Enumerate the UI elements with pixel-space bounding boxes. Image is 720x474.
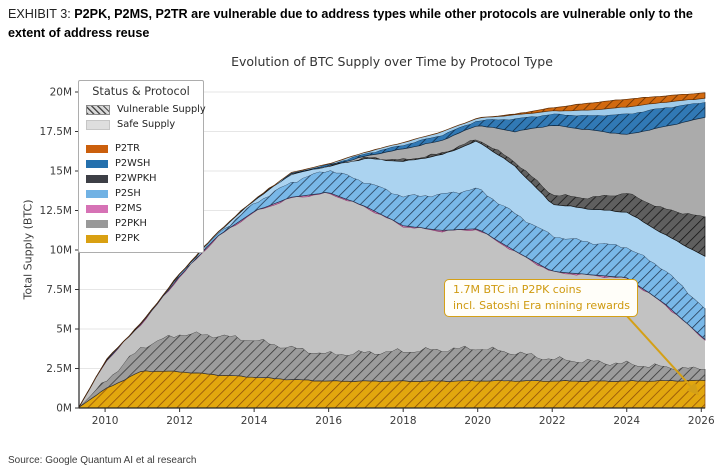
x-tick-label-2012: 2012 xyxy=(166,415,193,427)
legend-item-p2wpkh-label: P2WPKH xyxy=(115,173,157,184)
y-tick-label-12.5M: 12.5M xyxy=(40,205,72,217)
legend-item-p2pkh: P2PKH xyxy=(86,216,196,231)
chart-title: Evolution of BTC Supply over Time by Pro… xyxy=(231,54,553,69)
annotation-line-1: 1.7M BTC in P2PK coins xyxy=(453,283,582,296)
legend-item-p2tr: P2TR xyxy=(86,141,196,156)
area-band-p2sh-safe xyxy=(79,141,705,408)
x-tick-label-2010: 2010 xyxy=(92,415,119,427)
legend-item-p2wpkh: P2WPKH xyxy=(86,171,196,186)
legend-item-safe-supply-swatch xyxy=(86,119,110,130)
legend-item-p2tr-swatch xyxy=(86,144,108,153)
legend-item-p2sh-swatch xyxy=(86,189,108,198)
legend-item-p2wsh-label: P2WSH xyxy=(115,158,151,169)
y-tick-label-0M: 0M xyxy=(56,403,72,415)
x-tick-label-2014: 2014 xyxy=(241,415,268,427)
legend-item-safe-supply-label: Safe Supply xyxy=(117,119,176,130)
annotation-arrow xyxy=(625,314,699,396)
y-tick-label-2.5M: 2.5M xyxy=(46,363,72,375)
x-tick-label-2026: 2026 xyxy=(688,415,715,427)
x-tick-label-2020: 2020 xyxy=(464,415,491,427)
p2pk-annotation: 1.7M BTC in P2PK coins incl. Satoshi Era… xyxy=(444,279,638,317)
exhibit-prefix: EXHIBIT 3: xyxy=(8,7,75,21)
legend-item-p2ms-swatch xyxy=(86,204,108,213)
legend-item-p2wsh-swatch xyxy=(86,159,108,168)
legend-item-p2pk-swatch xyxy=(86,234,108,243)
exhibit-statement: P2PK, P2MS, P2TR are vulnerable due to a… xyxy=(8,7,693,40)
legend-item-safe-supply: Safe Supply xyxy=(86,117,196,132)
y-tick-label-15M: 15M xyxy=(50,166,72,178)
legend-item-p2sh-label: P2SH xyxy=(115,188,141,199)
legend-spacer xyxy=(86,132,196,141)
area-band-p2wpkh-safe xyxy=(79,117,705,408)
legend-item-vulnerable-supply-swatch xyxy=(86,104,110,115)
area-band-p2wsh-vulnerable xyxy=(78,101,706,408)
legend-item-p2ms: P2MS xyxy=(86,201,196,216)
legend-title: Status & Protocol xyxy=(92,85,190,98)
chart-legend: Status & Protocol Vulnerable Supply Safe … xyxy=(78,80,206,253)
legend-item-p2ms-label: P2MS xyxy=(115,203,142,214)
legend-item-p2pk-label: P2PK xyxy=(115,233,140,244)
x-tick-label-2022: 2022 xyxy=(539,415,566,427)
legend-item-p2sh: P2SH xyxy=(86,186,196,201)
legend-item-p2pkh-swatch xyxy=(86,219,108,228)
y-tick-label-5M: 5M xyxy=(56,324,72,336)
area-band-p2sh-vulnerable xyxy=(78,170,706,408)
exhibit-title: EXHIBIT 3: P2PK, P2MS, P2TR are vulnerab… xyxy=(8,5,703,43)
area-band-p2tr-vulnerable xyxy=(78,92,706,408)
source-note: Source: Google Quantum AI et al research xyxy=(8,455,197,466)
area-band-p2pkh-safe xyxy=(79,192,705,408)
x-tick-label-2018: 2018 xyxy=(390,415,417,427)
legend-rows: Vulnerable Supply Safe Supply P2TR P2WSH P2W… xyxy=(86,102,206,246)
legend-item-vulnerable-supply: Vulnerable Supply xyxy=(86,102,206,117)
legend-item-p2tr-label: P2TR xyxy=(115,143,140,154)
legend-item-p2wpkh-swatch xyxy=(86,174,108,183)
legend-item-p2wsh: P2WSH xyxy=(86,156,196,171)
annotation-line-2: incl. Satoshi Era mining rewards xyxy=(453,298,630,312)
x-tick-label-2024: 2024 xyxy=(613,415,640,427)
legend-item-p2pkh-label: P2PKH xyxy=(115,218,147,229)
y-tick-label-7.5M: 7.5M xyxy=(46,284,72,296)
legend-item-p2pk: P2PK xyxy=(86,231,196,246)
y-tick-label-20M: 20M xyxy=(50,87,72,99)
y-tick-label-10M: 10M xyxy=(50,245,72,257)
legend-item-vulnerable-supply-label: Vulnerable Supply xyxy=(117,104,206,115)
y-tick-label-17.5M: 17.5M xyxy=(40,126,72,138)
x-tick-label-2016: 2016 xyxy=(315,415,342,427)
